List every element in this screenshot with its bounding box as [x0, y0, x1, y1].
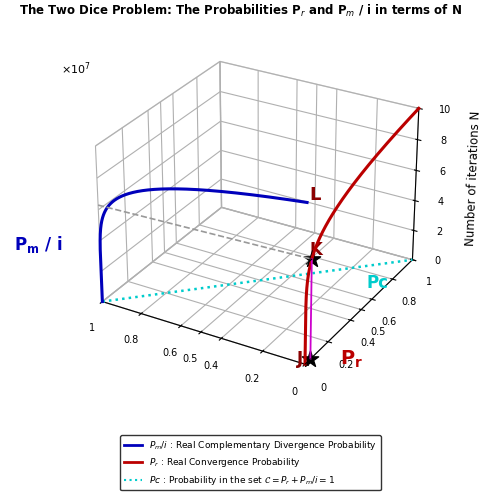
- Text: $\times 10^7$: $\times 10^7$: [61, 60, 91, 76]
- Text: $\mathbf{P_m}$ / i: $\mathbf{P_m}$ / i: [14, 234, 63, 255]
- Text: $\mathbf{P_r}$: $\mathbf{P_r}$: [340, 349, 363, 370]
- Legend: $P_m/i$ : Real Complementary Divergence Probability, $P_r$ : Real Convergence Pr: $P_m/i$ : Real Complementary Divergence …: [120, 435, 381, 490]
- Text: The Two Dice Problem: The Probabilities P$_r$ and P$_m$ / i in terms of N: The Two Dice Problem: The Probabilities …: [19, 2, 463, 18]
